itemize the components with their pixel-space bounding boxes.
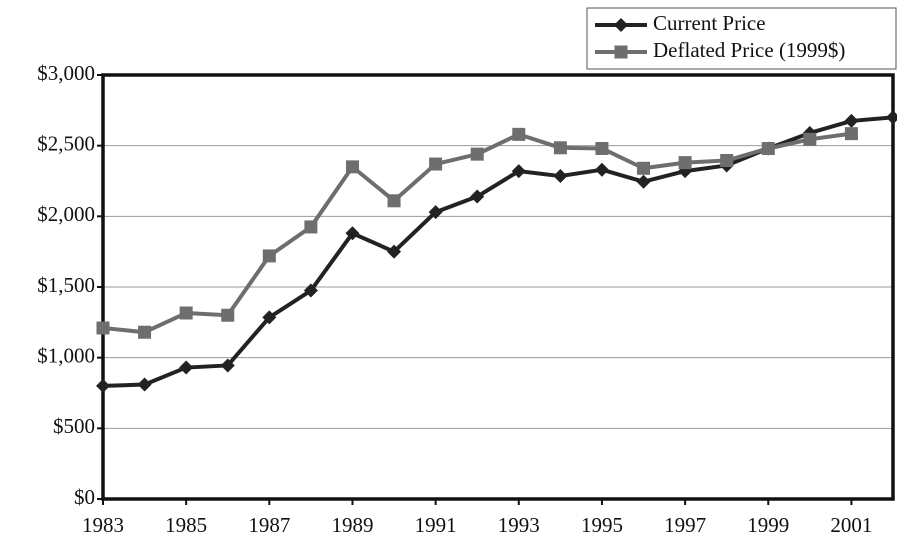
marker xyxy=(470,147,484,161)
marker xyxy=(303,283,318,298)
legend-box xyxy=(586,7,897,70)
x-tick-label: 1987 xyxy=(248,513,290,537)
marker xyxy=(553,141,567,155)
marker xyxy=(428,205,443,220)
marker xyxy=(137,377,152,392)
x-tick-label: 1983 xyxy=(82,513,124,537)
series-line xyxy=(102,131,852,335)
series-line xyxy=(102,115,894,388)
marker xyxy=(345,160,359,174)
marker xyxy=(470,189,485,204)
y-tick-label: $500 xyxy=(53,414,95,438)
marker xyxy=(96,378,110,393)
marker xyxy=(803,132,817,146)
x-tick-label: 1991 xyxy=(415,513,457,537)
marker xyxy=(636,174,651,189)
legend-label: Current Price xyxy=(653,11,766,35)
x-tick-label: 1995 xyxy=(581,513,623,537)
marker xyxy=(844,113,859,128)
marker xyxy=(594,162,609,177)
marker xyxy=(138,325,152,339)
marker xyxy=(220,358,235,373)
marker xyxy=(387,244,402,259)
y-tick-label: $3,000 xyxy=(37,61,95,85)
marker xyxy=(429,157,443,171)
marker xyxy=(614,18,628,32)
marker xyxy=(844,127,858,141)
marker xyxy=(179,360,194,375)
legend-label: Deflated Price (1999$) xyxy=(653,38,845,62)
x-tick-label: 1989 xyxy=(331,513,373,537)
marker xyxy=(720,154,734,168)
marker xyxy=(221,308,235,322)
marker xyxy=(678,156,692,170)
x-tick-label: 2001 xyxy=(830,513,872,537)
marker xyxy=(595,141,609,155)
y-tick-label: $0 xyxy=(74,485,95,509)
marker xyxy=(553,169,568,184)
marker xyxy=(511,164,526,179)
marker xyxy=(637,161,651,175)
y-tick-label: $1,500 xyxy=(37,273,95,297)
marker xyxy=(761,141,775,155)
plot-frame xyxy=(101,73,895,501)
x-tick-label: 1985 xyxy=(165,513,207,537)
marker xyxy=(512,127,526,141)
marker xyxy=(886,110,897,125)
y-tick-label: $1,000 xyxy=(37,343,95,367)
marker xyxy=(262,310,277,325)
marker xyxy=(179,306,193,320)
marker xyxy=(96,321,110,335)
x-tick-label: 1997 xyxy=(664,513,706,537)
marker xyxy=(304,220,318,234)
marker xyxy=(614,45,628,59)
marker xyxy=(262,249,276,263)
marker xyxy=(387,194,401,208)
legend: Current Price Deflated Price (1999$) xyxy=(586,7,897,70)
x-tick-label: 1999 xyxy=(747,513,789,537)
marker xyxy=(345,226,360,241)
x-tick-label: 1993 xyxy=(498,513,540,537)
y-tick-label: $2,000 xyxy=(37,202,95,226)
y-tick-label: $2,500 xyxy=(37,131,95,155)
